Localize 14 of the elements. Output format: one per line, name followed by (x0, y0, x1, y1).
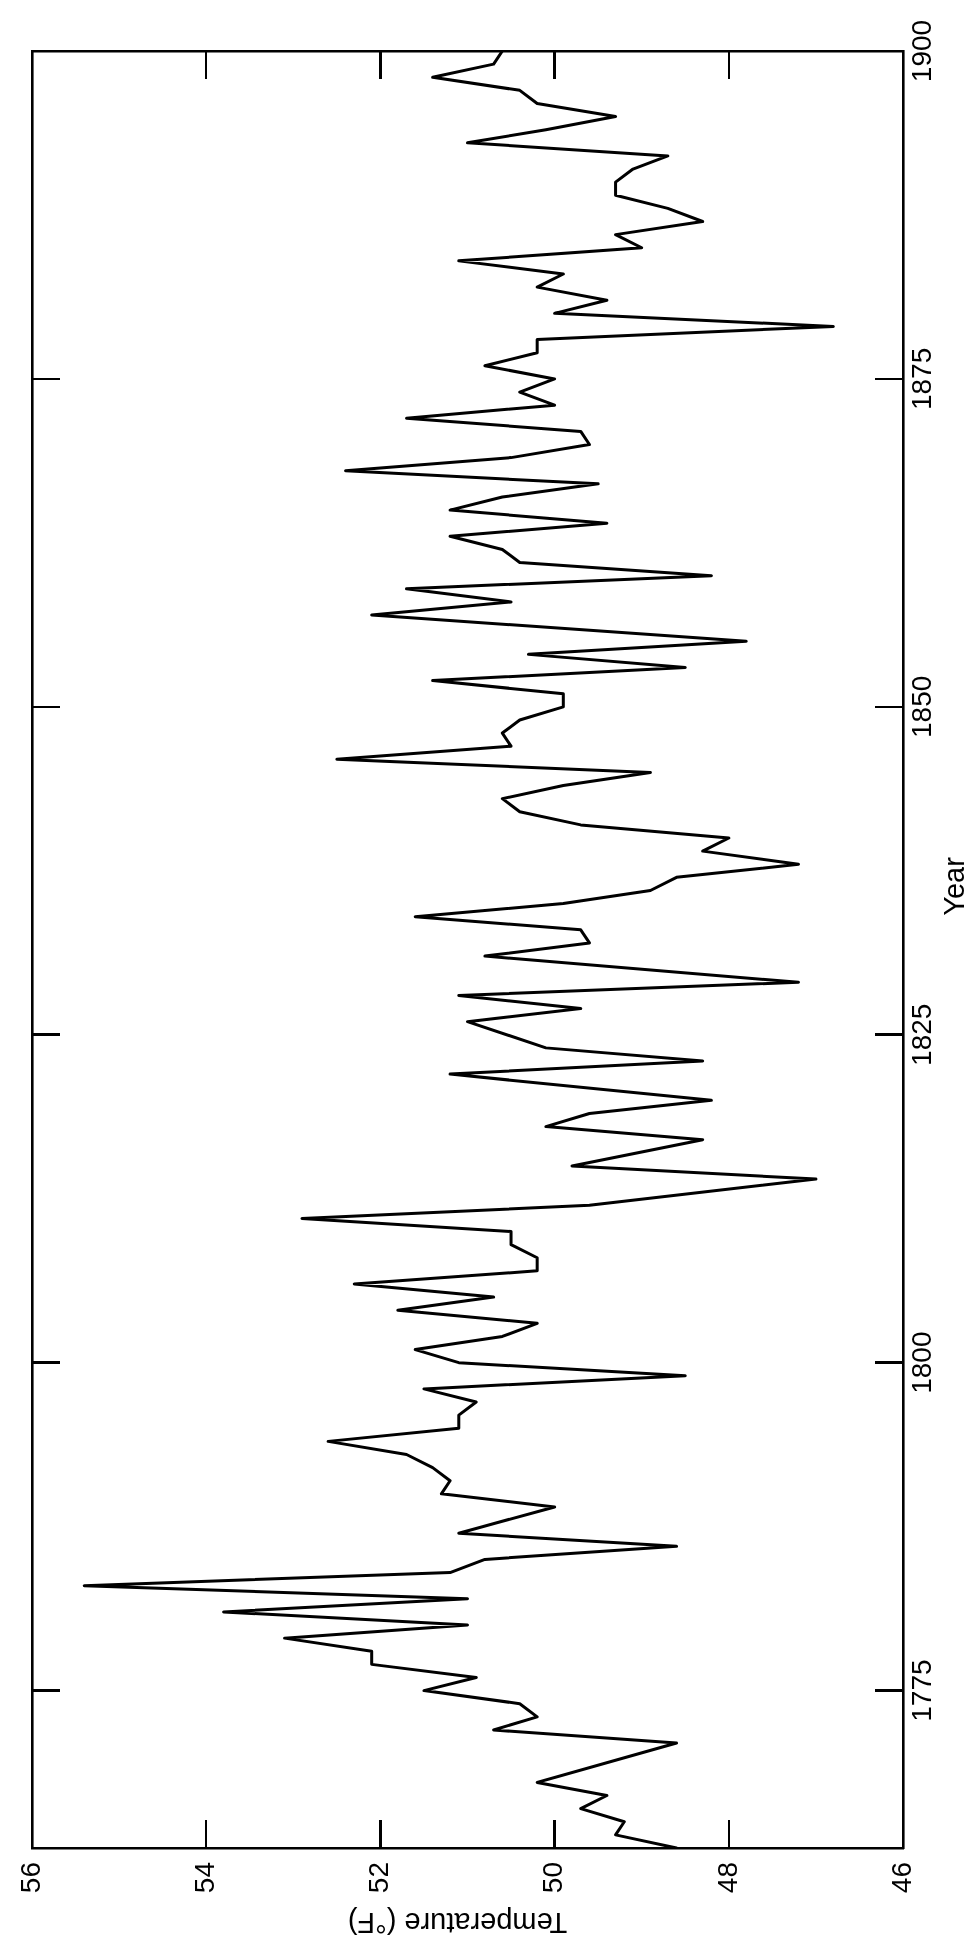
y-tick-label: 1875 (905, 347, 937, 411)
y-axis-title: Year (938, 856, 970, 916)
x-tick-label: 48 (711, 1862, 743, 1894)
x-axis-title: Temperature (°F) (347, 1907, 568, 1939)
y-tick-label: 1775 (905, 1659, 937, 1722)
x-tick-label: 46 (885, 1862, 917, 1894)
x-tick-label: 52 (363, 1862, 395, 1894)
x-tick-label: 50 (537, 1862, 569, 1894)
y-tick-label: 1800 (905, 1331, 937, 1394)
y-tick-label: 1900 (905, 19, 937, 83)
x-tick-label: 54 (188, 1862, 220, 1894)
y-tick-label: 1825 (905, 1003, 937, 1066)
x-tick-label: 56 (14, 1862, 46, 1894)
y-tick-label: 1850 (905, 675, 937, 738)
